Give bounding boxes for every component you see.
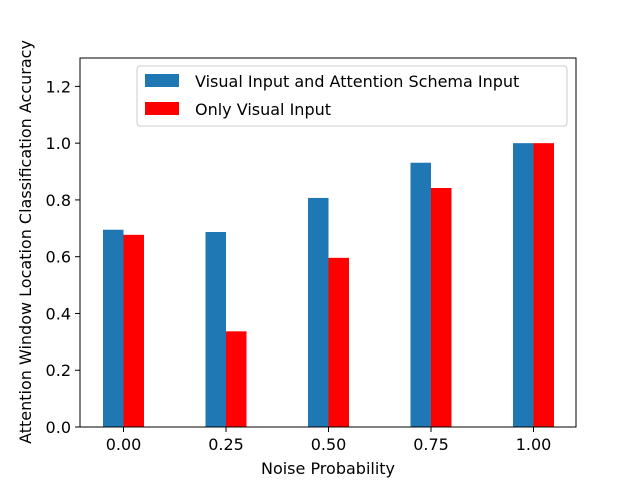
- x-tick-label: 0.50: [311, 435, 347, 454]
- bars-layer: [103, 143, 554, 427]
- bar-series-1-0.50: [328, 257, 349, 427]
- y-tick-label: 1.0: [46, 134, 71, 153]
- bar-series-1-0.00: [123, 234, 144, 427]
- y-tick-label: 0.0: [46, 418, 71, 437]
- bar-series-0-0.50: [308, 197, 329, 427]
- bar-series-0-1.00: [513, 143, 534, 427]
- legend-swatch-series-0: [145, 74, 179, 87]
- legend-label-series-0: Visual Input and Attention Schema Input: [195, 72, 519, 91]
- x-tick-label: 0.00: [106, 435, 142, 454]
- y-tick-label: 0.8: [46, 191, 71, 210]
- bar-series-1-0.25: [226, 331, 247, 427]
- legend-box: [136, 65, 568, 127]
- legend: Visual Input and Attention Schema Input …: [136, 65, 568, 127]
- x-tick-label: 1.00: [516, 435, 552, 454]
- bar-series-0-0.00: [103, 229, 124, 427]
- x-tick-label: 0.25: [208, 435, 244, 454]
- bar-series-1-0.75: [431, 188, 452, 427]
- y-tick-label: 1.2: [46, 77, 71, 96]
- bar-series-1-1.00: [533, 143, 554, 427]
- y-axis-title: Attention Window Location Classification…: [16, 40, 35, 444]
- y-tick-label: 0.2: [46, 361, 71, 380]
- y-tick-label: 0.6: [46, 248, 71, 267]
- bar-series-0-0.25: [205, 231, 226, 427]
- bar-series-0-0.75: [410, 162, 431, 427]
- x-tick-label: 0.75: [413, 435, 449, 454]
- y-tick-label: 0.4: [46, 304, 71, 323]
- legend-swatch-series-1: [145, 102, 179, 115]
- x-axis-ticks: 0.00 0.25 0.50 0.75 1.00: [106, 427, 552, 454]
- x-axis-title: Noise Probability: [261, 459, 395, 478]
- legend-label-series-1: Only Visual Input: [195, 100, 331, 119]
- y-axis-ticks: 0.0 0.2 0.4 0.6 0.8 1.0 1.2: [46, 77, 80, 437]
